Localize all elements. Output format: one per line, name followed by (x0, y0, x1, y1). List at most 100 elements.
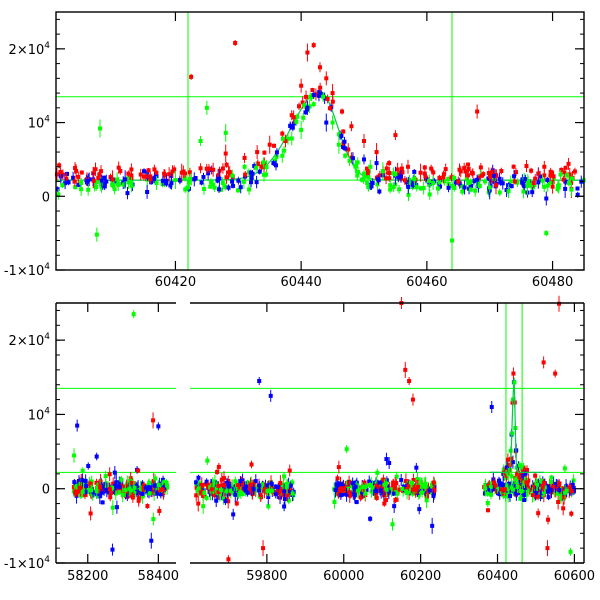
data-point (76, 478, 81, 483)
data-point (65, 171, 70, 176)
data-point (559, 497, 564, 502)
data-point (125, 176, 130, 181)
data-point (402, 178, 407, 183)
data-point (76, 182, 81, 187)
data-point (157, 488, 162, 493)
data-point (97, 172, 102, 177)
data-point (516, 482, 521, 487)
data-point (156, 483, 161, 488)
data-point (282, 148, 287, 153)
data-point (366, 169, 371, 174)
data-point (107, 472, 112, 477)
data-point (140, 491, 145, 496)
data-point (274, 154, 279, 159)
data-point (364, 166, 369, 171)
data-point (404, 489, 409, 494)
data-point (562, 495, 567, 500)
data-point (130, 495, 135, 500)
data-point (491, 477, 496, 482)
data-point (261, 482, 266, 487)
data-point (164, 181, 169, 186)
data-point (545, 183, 550, 188)
data-point (422, 165, 427, 170)
data-point (215, 178, 220, 183)
data-point (353, 489, 358, 494)
data-point (152, 167, 157, 172)
data-point (391, 480, 396, 485)
data-point (452, 185, 457, 190)
data-point (404, 486, 409, 491)
data-point (563, 179, 568, 184)
data-point (395, 491, 400, 496)
data-point (127, 486, 132, 491)
data-point (339, 133, 344, 138)
data-point (560, 486, 565, 491)
data-point (384, 166, 389, 171)
model-curve (489, 383, 544, 473)
data-point (497, 176, 502, 181)
data-point (56, 192, 61, 197)
data-point (414, 465, 419, 470)
data-point (141, 485, 146, 490)
data-point (354, 500, 359, 505)
data-point (542, 481, 547, 486)
data-point (173, 178, 178, 183)
data-point (330, 120, 335, 125)
data-point (73, 185, 78, 190)
data-point (299, 127, 304, 132)
data-point (311, 93, 316, 98)
data-point (221, 496, 226, 501)
data-point (450, 184, 455, 189)
data-point (369, 184, 374, 189)
data-point (198, 490, 203, 495)
data-point (560, 490, 565, 495)
data-point (210, 483, 215, 488)
data-point (123, 177, 128, 182)
data-point (243, 172, 248, 177)
data-point (211, 182, 216, 187)
data-point (247, 488, 252, 493)
data-point (523, 471, 528, 476)
data-point (393, 497, 398, 502)
data-point (182, 176, 187, 181)
data-point (110, 505, 115, 510)
data-point (410, 481, 415, 486)
data-point (397, 187, 402, 192)
data-point (549, 479, 554, 484)
data-point (313, 92, 318, 97)
data-point (148, 487, 153, 492)
data-point (224, 481, 229, 486)
data-point (201, 504, 206, 509)
data-point (98, 126, 102, 131)
data-point (110, 485, 115, 490)
data-point (236, 178, 241, 183)
data-point (266, 495, 271, 500)
data-point (462, 166, 467, 171)
data-point (443, 167, 448, 172)
data-point (236, 188, 241, 193)
x-tick-label: 60400 (477, 569, 518, 584)
data-point (480, 173, 485, 178)
data-point (569, 511, 574, 516)
data-point (249, 180, 254, 185)
data-point (540, 178, 545, 183)
data-point (427, 178, 432, 183)
data-point (154, 170, 159, 175)
data-point (571, 478, 576, 483)
data-point (488, 174, 493, 179)
data-point (553, 485, 558, 490)
data-point (366, 175, 371, 180)
data-point (376, 177, 381, 182)
data-point (575, 186, 580, 191)
data-point (563, 165, 568, 170)
data-point (510, 460, 515, 465)
data-point (224, 489, 229, 494)
data-point (500, 181, 505, 186)
data-point (231, 512, 236, 517)
data-point (490, 170, 495, 175)
data-point (222, 483, 227, 488)
data-point (97, 494, 102, 499)
data-point (391, 171, 396, 176)
data-point (170, 169, 175, 174)
